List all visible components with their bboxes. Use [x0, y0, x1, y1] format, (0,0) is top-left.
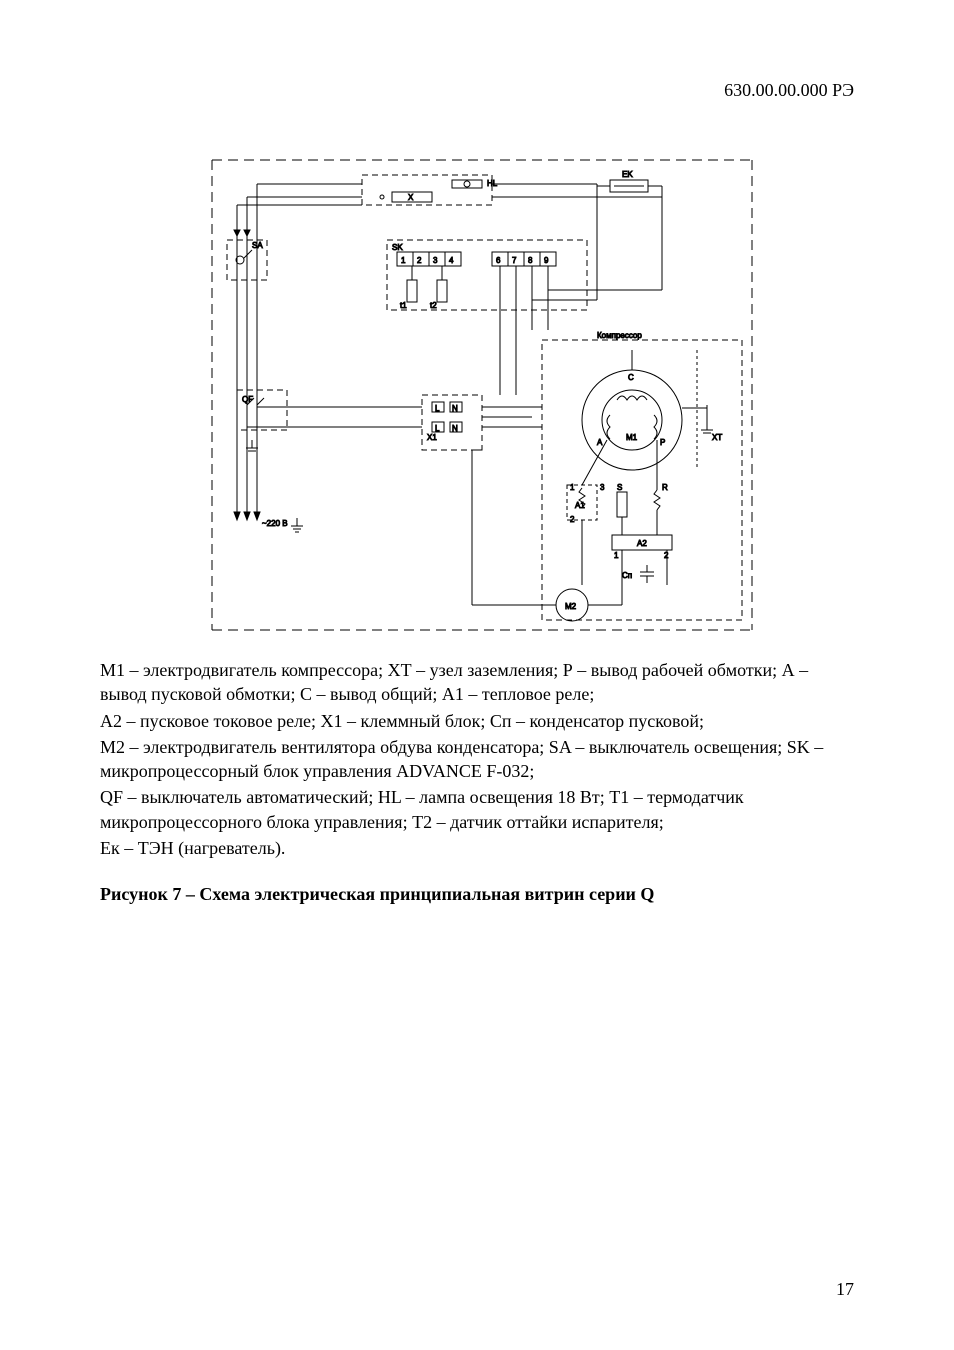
label-m1: M1	[626, 433, 638, 442]
legend-line: А2 – пусковое токовое реле; Х1 – клеммны…	[100, 709, 854, 733]
label-x1-n1: N	[452, 404, 458, 413]
legend-line: QF – выключатель автоматический; HL – ла…	[100, 785, 854, 834]
label-cn: Cп	[622, 571, 632, 580]
label-x1-l1: L	[435, 404, 440, 413]
label-x1-n2: N	[452, 424, 458, 433]
sk-t6: 6	[496, 256, 501, 265]
label-xt: XT	[712, 433, 722, 442]
label-x1: X1	[427, 433, 437, 442]
label-kompressor: Компрессор	[597, 331, 642, 340]
document-code: 630.00.00.000 РЭ	[724, 80, 854, 101]
label-sk: SK	[392, 243, 403, 252]
label-a1-1: 1	[570, 483, 575, 492]
sk-t4: 4	[449, 256, 454, 265]
label-a2-1: 1	[614, 551, 619, 560]
label-a1-3: 3	[600, 483, 605, 492]
figure-container: HL X EK	[100, 140, 854, 640]
label-voltage: ~220 В	[262, 519, 288, 528]
sk-t3: 3	[433, 256, 438, 265]
label-r: R	[662, 483, 668, 492]
legend: М1 – электродвигатель компрессора; ХТ – …	[100, 658, 854, 860]
label-a1-2: 2	[570, 515, 575, 524]
page-number: 17	[836, 1279, 854, 1300]
label-t2: t2	[430, 301, 437, 310]
figure-caption: Рисунок 7 – Схема электрическая принципи…	[100, 884, 854, 905]
page: 630.00.00.000 РЭ HL X	[0, 0, 954, 1350]
label-t1: t1	[400, 301, 407, 310]
label-x-top: X	[408, 193, 414, 202]
legend-line: Ек – ТЭН (нагреватель).	[100, 836, 854, 860]
sk-t1: 1	[401, 256, 406, 265]
label-s: S	[617, 483, 622, 492]
label-m1-c: C	[628, 373, 634, 382]
legend-line: М2 – электродвигатель вентилятора обдува…	[100, 735, 854, 784]
label-sa: SA	[252, 241, 263, 250]
label-x1-l2: L	[435, 424, 440, 433]
label-qf: QF	[242, 395, 253, 404]
label-m2: M2	[565, 602, 577, 611]
label-m1-p: P	[660, 438, 665, 447]
legend-line: М1 – электродвигатель компрессора; ХТ – …	[100, 658, 854, 707]
sk-t7: 7	[512, 256, 517, 265]
label-m1-a: A	[597, 438, 603, 447]
label-a2: A2	[637, 539, 647, 548]
label-ek: EK	[622, 170, 633, 179]
sk-t9: 9	[544, 256, 549, 265]
electrical-schematic: HL X EK	[192, 140, 762, 640]
sk-t2: 2	[417, 256, 422, 265]
sk-t8: 8	[528, 256, 533, 265]
